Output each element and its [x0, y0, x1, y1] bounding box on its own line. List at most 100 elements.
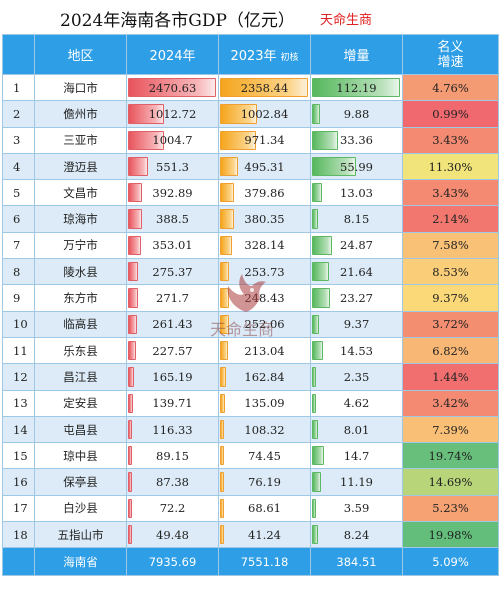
- row-region: 五指山市: [34, 521, 127, 549]
- row-2023-bar: [220, 104, 257, 124]
- header-2023[interactable]: 2023年 初核: [218, 34, 311, 75]
- header-2024[interactable]: 2024年: [126, 34, 219, 75]
- row-region: 海口市: [34, 73, 127, 102]
- row-2024-value: 87.38: [156, 475, 189, 490]
- row-2024-bar: [128, 183, 142, 203]
- row-2024-bar: [128, 104, 164, 124]
- row-2024-bar: [128, 472, 132, 492]
- row-increase-bar: [312, 78, 400, 98]
- row-growth: 8.53%: [402, 258, 499, 286]
- header-increase[interactable]: 增量: [310, 34, 403, 75]
- table-row[interactable]: 5 文昌市 392.89 379.86 13.03 3.43%: [2, 179, 499, 207]
- row-2023-value: 252.06: [244, 317, 285, 332]
- table-row[interactable]: 9 东方市 271.7 248.43 23.27 9.37%: [2, 284, 499, 312]
- row-2023-bar: [220, 156, 238, 177]
- row-2023-bar: [220, 525, 224, 545]
- row-2023-bar: [220, 393, 225, 413]
- row-growth: 3.43%: [402, 179, 499, 207]
- row-increase-value: 8.24: [343, 527, 370, 542]
- row-growth: 2.14%: [402, 205, 499, 233]
- row-region: 东方市: [34, 284, 127, 312]
- row-2023-bar: [220, 78, 308, 98]
- row-2023: 253.73: [218, 258, 311, 286]
- table-row[interactable]: 4 澄迈县 551.3 495.31 55.99 11.30%: [2, 152, 499, 181]
- row-2024-value: 388.5: [156, 212, 189, 227]
- row-2023: 379.86: [218, 179, 311, 207]
- row-growth: 19.98%: [402, 521, 499, 549]
- row-2023-bar: [220, 419, 224, 440]
- table-row[interactable]: 18 五指山市 49.48 41.24 8.24 19.98%: [2, 521, 499, 549]
- row-increase-value: 14.7: [343, 448, 370, 463]
- row-increase-bar: [312, 262, 329, 282]
- row-rank: 2: [2, 100, 35, 128]
- row-2023: 1002.84: [218, 100, 311, 128]
- row-2024-value: 72.2: [159, 501, 186, 516]
- row-increase: 21.64: [310, 258, 403, 286]
- table-row[interactable]: 12 昌江县 165.19 162.84 2.35 1.44%: [2, 363, 499, 391]
- row-2024: 271.7: [126, 284, 219, 312]
- row-increase-bar: [312, 288, 330, 308]
- table-row[interactable]: 6 琼海市 388.5 380.35 8.15 2.14%: [2, 205, 499, 233]
- row-increase-bar: [312, 340, 323, 361]
- table-row[interactable]: 3 三亚市 1004.7 971.34 33.36 3.43%: [2, 126, 499, 154]
- row-rank: 11: [2, 336, 35, 365]
- row-2024: 2470.63: [126, 73, 219, 102]
- row-increase: 3.59: [310, 494, 403, 523]
- row-increase: 112.19: [310, 73, 403, 102]
- table-row[interactable]: 7 万宁市 353.01 328.14 24.87 7.58%: [2, 231, 499, 260]
- gdp-table: 地区 2024年 2023年 初核 增量 名义增速 1 海口市 2470.63 2358…: [2, 34, 499, 577]
- row-2023-value: 495.31: [244, 159, 285, 174]
- row-increase-value: 8.15: [343, 212, 370, 227]
- row-2023-value: 253.73: [244, 264, 285, 279]
- row-2023-value: 76.19: [248, 475, 281, 490]
- row-increase-value: 23.27: [340, 291, 373, 306]
- row-increase: 11.19: [310, 468, 403, 496]
- row-increase-value: 3.59: [343, 501, 370, 516]
- table-row[interactable]: 8 陵水县 275.37 253.73 21.64 8.53%: [2, 258, 499, 286]
- row-rank: 17: [2, 494, 35, 523]
- row-2024-value: 89.15: [156, 448, 189, 463]
- row-increase: 8.15: [310, 205, 403, 233]
- table-row[interactable]: 1 海口市 2470.63 2358.44 112.19 4.76%: [2, 73, 499, 102]
- table-row[interactable]: 13 定安县 139.71 135.09 4.62 3.42%: [2, 389, 499, 417]
- row-2024-value: 551.3: [156, 159, 189, 174]
- table-row[interactable]: 17 白沙县 72.2 68.61 3.59 5.23%: [2, 494, 499, 523]
- table-row[interactable]: 2 儋州市 1012.72 1002.84 9.88 0.99%: [2, 100, 499, 128]
- row-2023-value: 248.43: [244, 291, 285, 306]
- row-increase-bar: [312, 235, 332, 256]
- table-row[interactable]: 14 屯昌县 116.33 108.32 8.01 7.39%: [2, 415, 499, 444]
- row-2023-bar: [220, 130, 256, 150]
- row-increase: 9.37: [310, 310, 403, 338]
- total-row[interactable]: 海南省 7935.69 7551.18 384.51 5.09%: [2, 547, 499, 577]
- row-rank: 13: [2, 389, 35, 417]
- row-rank: 15: [2, 442, 35, 470]
- row-2023-bar: [220, 235, 232, 256]
- row-2024-value: 261.43: [152, 317, 193, 332]
- row-2023-bar: [220, 498, 224, 519]
- row-increase-bar: [312, 367, 316, 387]
- row-2023-bar: [220, 209, 234, 229]
- row-rank: 7: [2, 231, 35, 260]
- table-row[interactable]: 11 乐东县 227.57 213.04 14.53 6.82%: [2, 336, 499, 365]
- header-growth[interactable]: 名义增速: [402, 34, 499, 75]
- row-increase-value: 112.19: [336, 80, 377, 95]
- header-region[interactable]: 地区: [34, 34, 127, 75]
- row-2023-value: 68.61: [248, 501, 281, 516]
- row-region: 乐东县: [34, 336, 127, 365]
- row-2024-value: 392.89: [152, 185, 193, 200]
- row-2023-bar: [220, 367, 226, 387]
- table-row[interactable]: 16 保亭县 87.38 76.19 11.19 14.69%: [2, 468, 499, 496]
- row-2024-bar: [128, 209, 142, 229]
- row-increase-bar: [312, 130, 338, 150]
- row-2024-bar: [128, 367, 134, 387]
- row-2023: 162.84: [218, 363, 311, 391]
- table-row[interactable]: 10 临高县 261.43 252.06 9.37 3.72%: [2, 310, 499, 338]
- row-2024: 1012.72: [126, 100, 219, 128]
- table-row[interactable]: 15 琼中县 89.15 74.45 14.7 19.74%: [2, 442, 499, 470]
- row-2023-value: 74.45: [248, 448, 281, 463]
- row-2024-bar: [128, 446, 132, 466]
- row-growth: 4.76%: [402, 73, 499, 102]
- row-2023-value: 108.32: [244, 422, 285, 437]
- total-2024: 7935.69: [126, 547, 219, 577]
- row-increase-value: 4.62: [343, 396, 370, 411]
